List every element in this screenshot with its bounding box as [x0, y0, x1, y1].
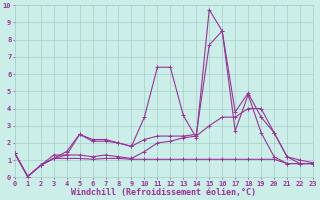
X-axis label: Windchill (Refroidissement éolien,°C): Windchill (Refroidissement éolien,°C) [71, 188, 256, 197]
